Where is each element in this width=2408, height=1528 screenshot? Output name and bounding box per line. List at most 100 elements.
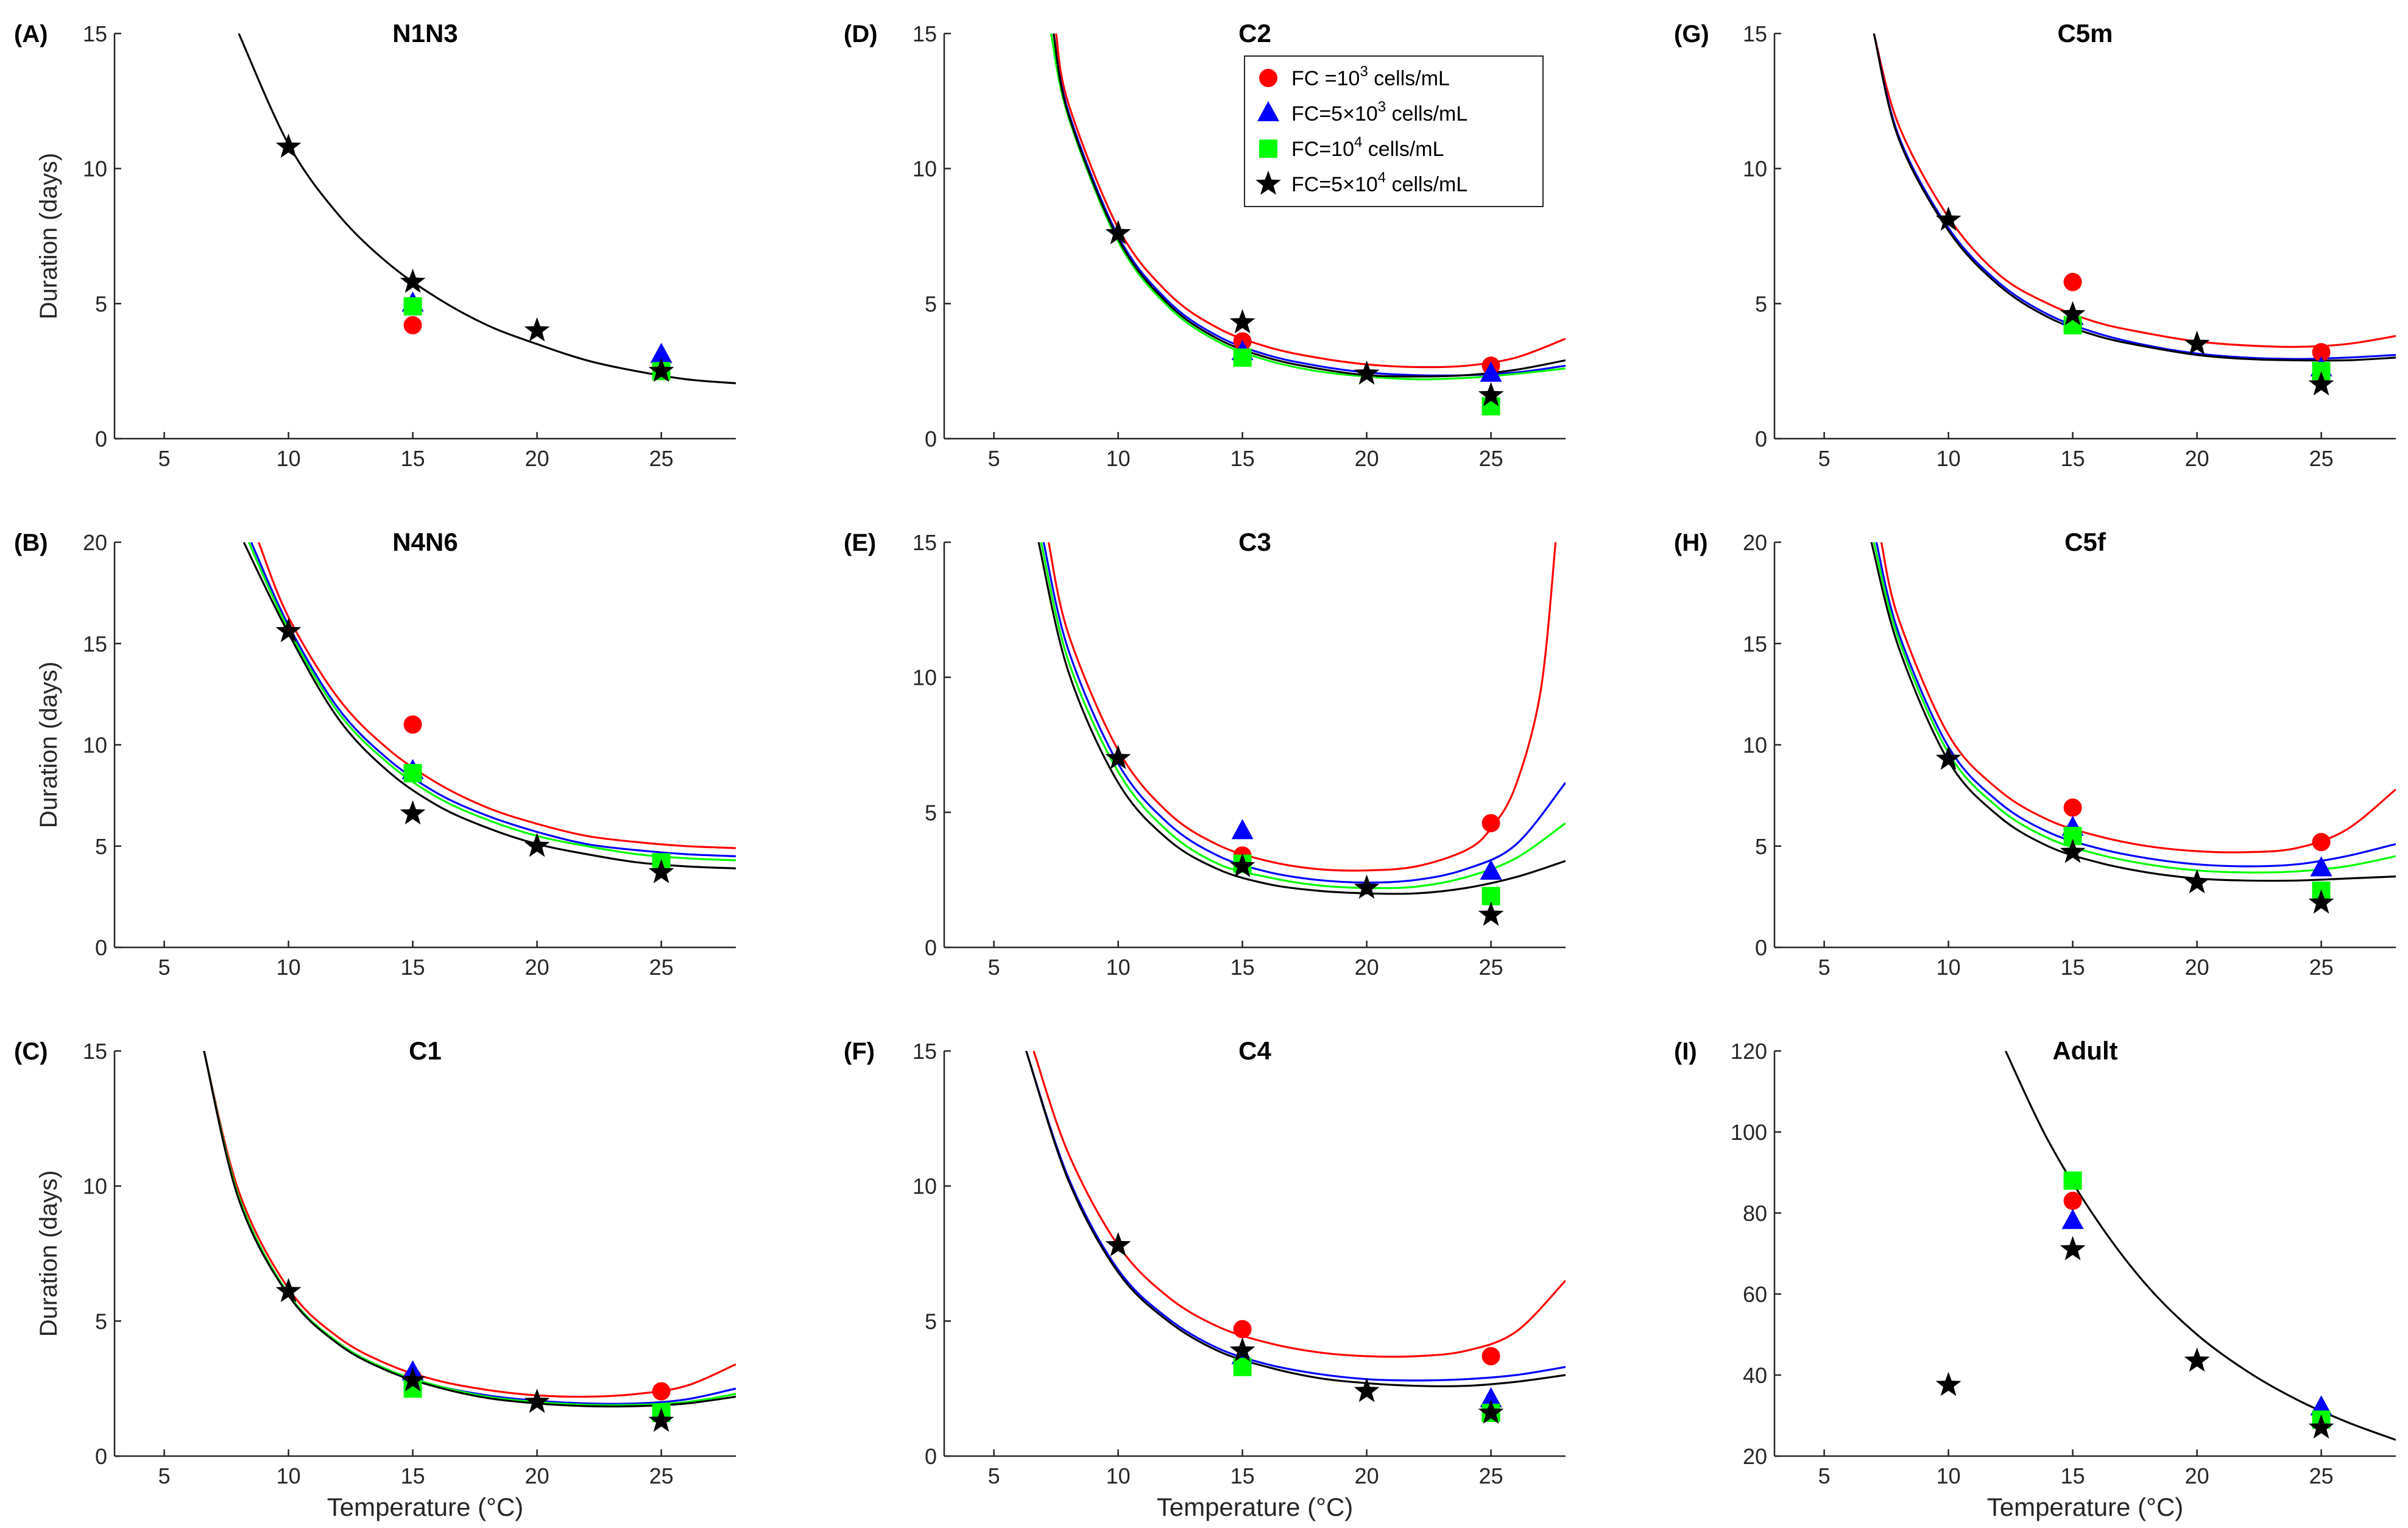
x-tick-label: 15 <box>401 1463 425 1488</box>
fit-curve-FC=10^4 <box>203 1051 736 1406</box>
y-tick-label: 120 <box>1731 1039 1767 1064</box>
legend-entry: FC=5×104 cells/mL <box>1255 169 1467 196</box>
data-point-FC=5x10^4 <box>400 1367 426 1392</box>
x-tick-label: 25 <box>649 446 674 471</box>
data-point-FC=5x10^4 <box>2308 889 2334 914</box>
data-point-FC=5x10^3 <box>1480 859 1502 880</box>
y-tick-label: 10 <box>1743 733 1767 758</box>
data-point-FC=5x10^3 <box>2310 1395 2332 1416</box>
x-tick-label: 15 <box>401 955 425 980</box>
y-tick-label: 80 <box>1743 1201 1767 1226</box>
data-point-FC=5x10^4 <box>275 618 302 643</box>
x-tick-label: 20 <box>1355 955 1379 980</box>
y-tick-label: 100 <box>1731 1120 1767 1145</box>
curves <box>1037 542 1566 895</box>
fit-curve-FC=5x10^4 <box>238 34 736 384</box>
legend-label-suffix: cells/mL <box>1386 102 1467 126</box>
data-point-FC=5x10^4 <box>1105 220 1131 244</box>
curves <box>1873 34 2396 362</box>
data-point-FC=5x10^4 <box>1229 1337 1255 1362</box>
panel-a: 5 10 15 20 25 0 5 10 15 (A) N1N3 Duration (days) <box>14 19 736 471</box>
x-tick-label: 5 <box>158 446 171 471</box>
data-point-FC=5x10^4 <box>524 832 550 857</box>
y-tick-label: 5 <box>95 834 107 859</box>
panel-label: (A) <box>14 21 48 48</box>
panel-label: (H) <box>1674 529 1708 556</box>
panel-title: N4N6 <box>392 528 457 556</box>
data-point-FC=10^3 <box>2312 833 2331 852</box>
x-tick-label: 25 <box>2309 955 2334 980</box>
y-tick-label: 10 <box>1743 157 1767 182</box>
data-point-FC=5x10^4 <box>1478 382 1504 406</box>
x-tick-label: 20 <box>2185 1463 2209 1488</box>
fit-curve-FC=5x10^4 <box>1025 1051 1566 1388</box>
x-tick-label: 5 <box>1818 955 1831 980</box>
x-tick-label: 15 <box>2061 1463 2085 1488</box>
y-tick-label: 15 <box>1743 631 1767 656</box>
x-axis-label: Temperature (°C) <box>1157 1493 1354 1521</box>
legend-entry: FC =103 cells/mL <box>1259 63 1450 90</box>
y-tick-label: 20 <box>1743 530 1767 555</box>
fit-curve-FC=10^3 <box>203 1051 736 1398</box>
legend-entry: FC=5×103 cells/mL <box>1257 99 1467 126</box>
y-tick-label: 0 <box>95 1444 107 1469</box>
fit-curve-FC=5x10^4 <box>242 542 736 869</box>
markers <box>1935 745 2334 914</box>
legend-label-exponent: 3 <box>1360 63 1368 80</box>
panel-label: (F) <box>844 1038 875 1065</box>
y-tick-label: 5 <box>95 1309 107 1334</box>
y-tick-label: 15 <box>913 1039 937 1064</box>
y-tick-label: 5 <box>925 291 937 316</box>
panels-layer: 5 10 15 20 25 0 5 10 15 (A) N1N3 Duration (days) 5 10… <box>14 19 2396 1521</box>
legend-label-suffix: cells/mL <box>1362 138 1444 161</box>
curves <box>238 34 736 384</box>
x-tick-label: 25 <box>1479 446 1503 471</box>
x-tick-label: 20 <box>1355 446 1379 471</box>
fit-curve-FC=10^4 <box>247 542 736 861</box>
data-point-FC=5x10^4 <box>1229 309 1255 334</box>
x-tick-label: 15 <box>2061 446 2085 471</box>
data-point-FC=10^3 <box>652 1382 671 1401</box>
x-tick-label: 10 <box>277 955 301 980</box>
data-point-FC=10^3 <box>403 316 422 334</box>
y-tick-label: 15 <box>913 530 937 555</box>
data-point-FC=10^3 <box>1481 814 1500 833</box>
fit-curve-FC=10^3 <box>1880 542 2396 854</box>
fit-curve-FC=5x10^3 <box>1042 542 1566 884</box>
legend-label-prefix: FC=5×10 <box>1291 102 1378 126</box>
y-tick-label: 5 <box>925 1309 937 1334</box>
x-tick-label: 25 <box>2309 1463 2334 1488</box>
panel-label: (G) <box>1674 21 1709 48</box>
x-tick-label: 10 <box>277 1463 301 1488</box>
data-point-FC=5x10^4 <box>2308 371 2334 396</box>
y-tick-label: 0 <box>95 426 107 451</box>
fit-curve-FC=10^4 <box>1873 542 2396 874</box>
data-point-FC=5x10^4 <box>1105 745 1131 769</box>
x-tick-label: 25 <box>1479 955 1503 980</box>
panel-c: 5 10 15 20 25 0 5 10 15 (C) C1 Duration (days) Tempe… <box>14 1036 736 1521</box>
fit-curve-FC=5x10^4 <box>1873 34 2396 362</box>
y-tick-label: 0 <box>925 426 937 451</box>
fit-curve-FC=10^3 <box>258 542 736 849</box>
data-point-FC=5x10^3 <box>2310 856 2332 877</box>
panel-label: (E) <box>844 529 876 556</box>
x-tick-label: 10 <box>1106 955 1131 980</box>
data-point-FC=5x10^4 <box>648 358 674 382</box>
data-point-FC=10^4 <box>403 764 422 783</box>
panel-title: Adult <box>2052 1036 2117 1065</box>
fit-curve-FC=10^3 <box>1873 34 2396 348</box>
data-point-FC=5x10^4 <box>400 800 426 825</box>
fit-curve-FC=5x10^3 <box>1873 34 2396 360</box>
data-point-FC=10^3 <box>403 715 422 734</box>
curves <box>1050 34 1566 381</box>
data-point-FC=5x10^3 <box>1480 1387 1502 1407</box>
panel-title: C5m <box>2057 19 2113 48</box>
panel-g: 5 10 15 20 25 0 5 10 15 (G) C5m <box>1674 19 2396 471</box>
legend-label-prefix: FC=10 <box>1291 138 1354 161</box>
data-point-FC=5x10^4 <box>1935 206 1961 231</box>
x-axis-label: Temperature (°C) <box>327 1493 524 1521</box>
fit-curve-FC=5x10^4 <box>203 1051 736 1408</box>
legend-marker-triangle <box>1257 101 1279 121</box>
markers <box>1105 1232 1504 1424</box>
